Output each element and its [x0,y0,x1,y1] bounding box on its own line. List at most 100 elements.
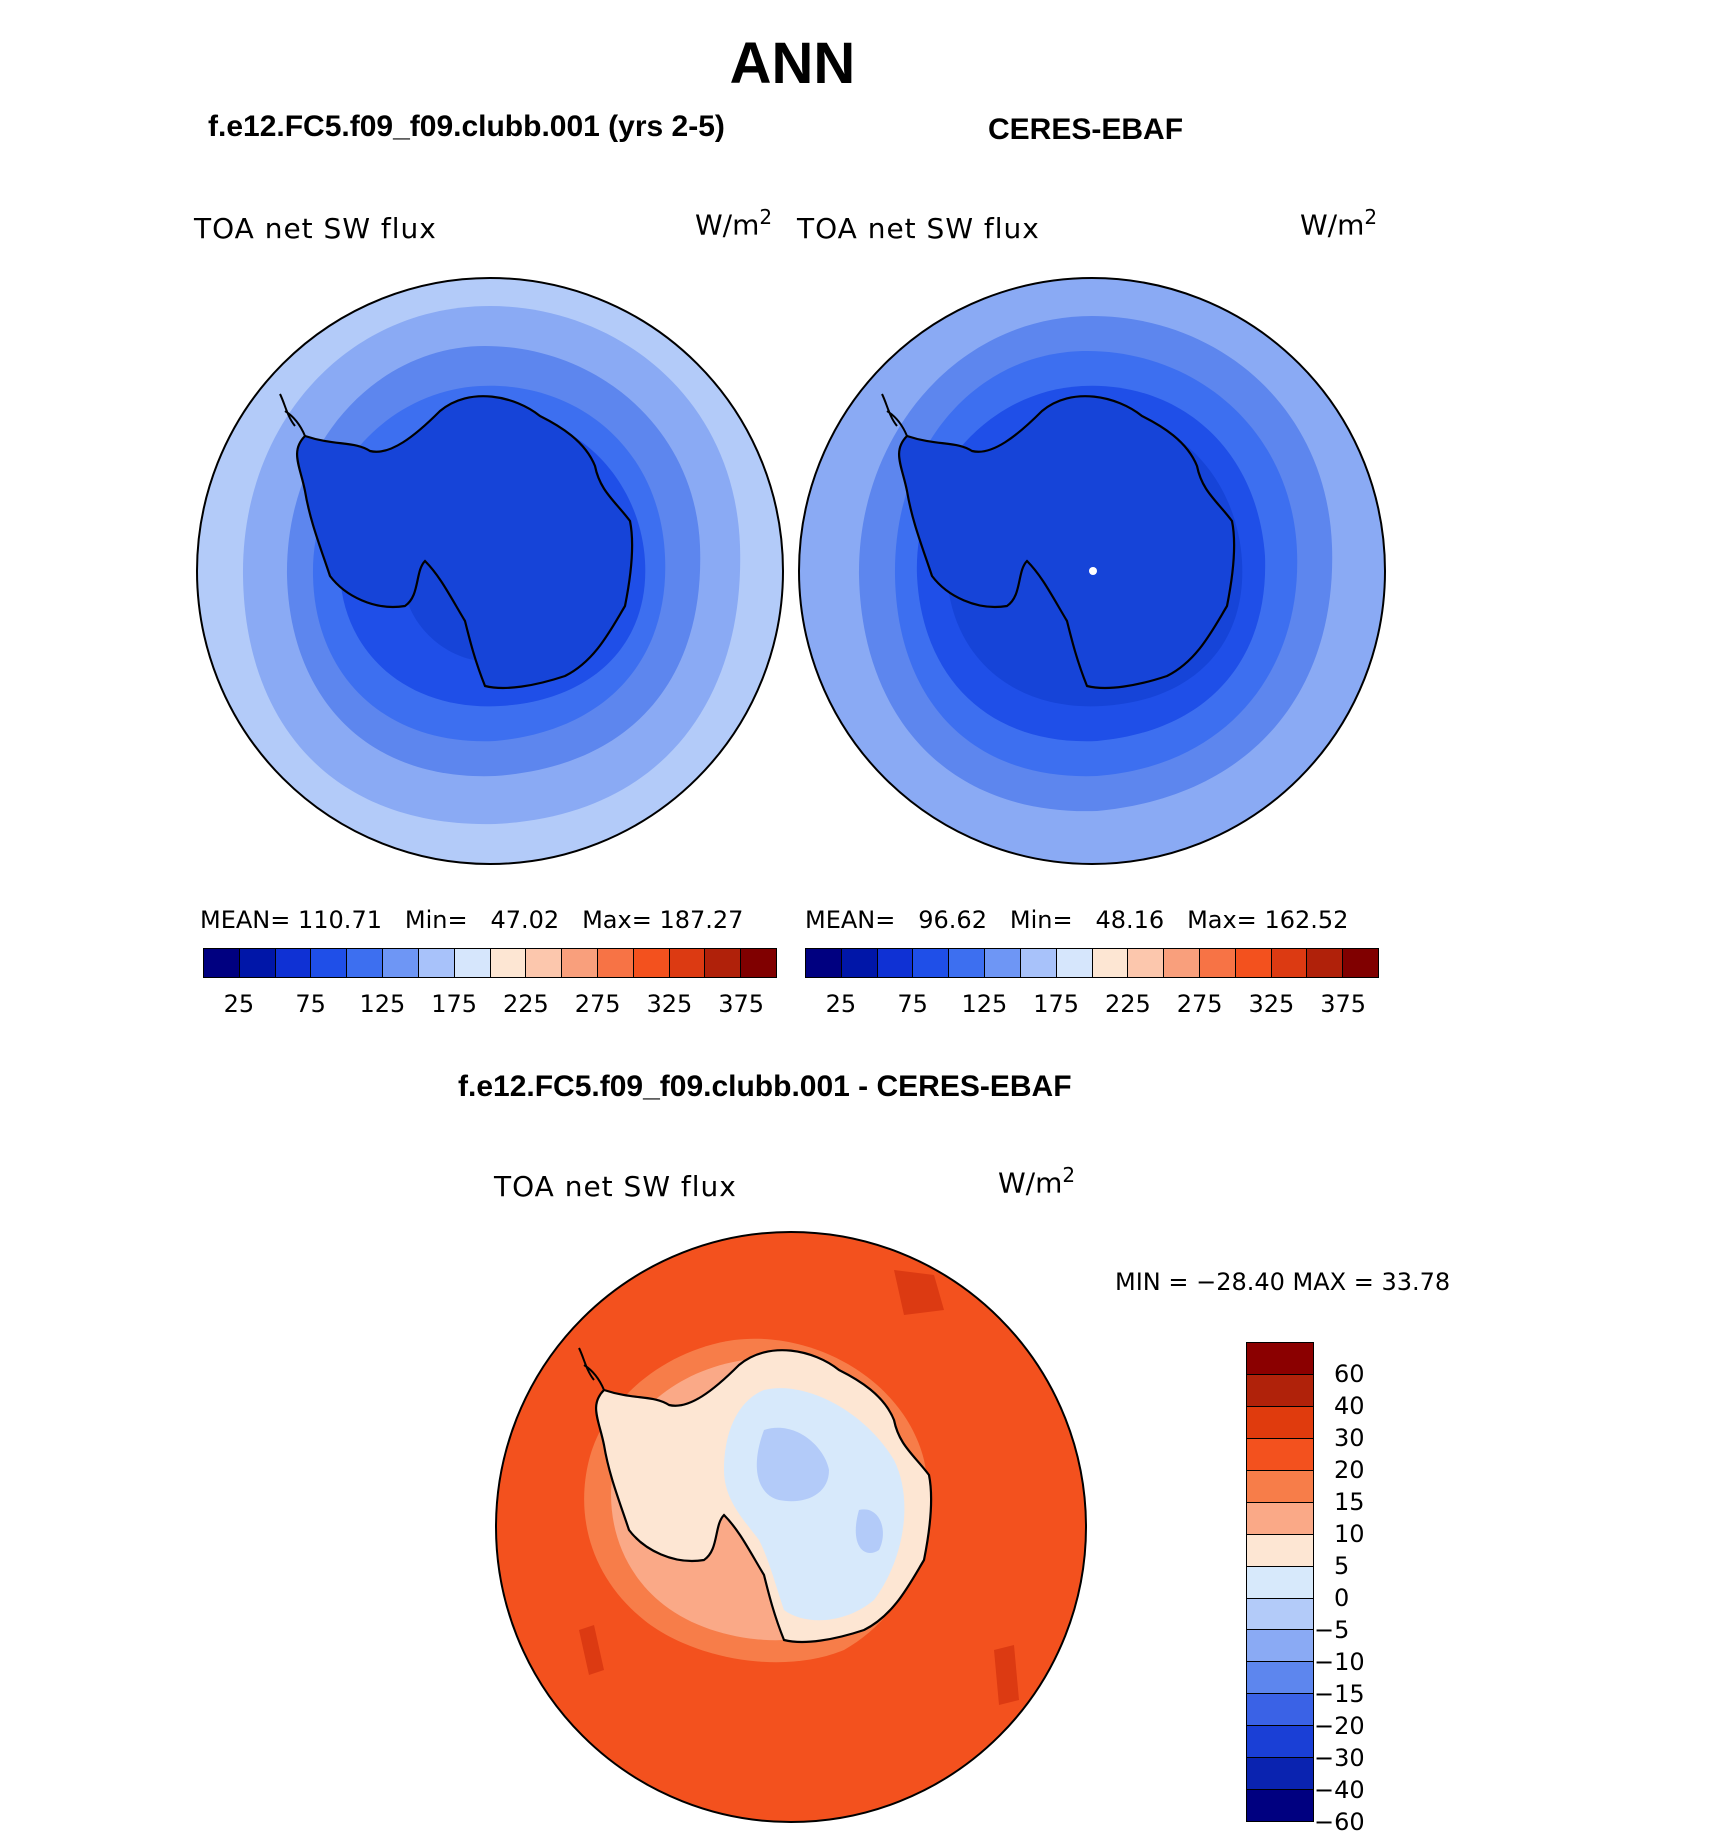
colorbar-swatch [1247,1566,1313,1599]
colorbar-swatch [1092,949,1129,977]
colorbar-tick-label: 225 [1104,990,1151,1018]
main-title: ANN [729,31,856,96]
colorbar-tick-label: −15 [1314,1680,1365,1708]
colorbar-tick-label: −30 [1314,1744,1365,1772]
model-variable-label: TOA net SW flux [194,212,437,245]
colorbar-swatch [1128,949,1165,977]
colorbar-tick-label: −20 [1314,1712,1365,1740]
colorbar-swatch [806,949,842,977]
colorbar-tick-label: 175 [431,990,478,1018]
colorbar-swatch [490,949,527,977]
colorbar-tick-label: 25 [825,990,857,1018]
colorbar-swatch [1247,1790,1313,1822]
diff-panel-header: f.e12.FC5.f09_f09.clubb.001 - CERES-EBAF [458,1070,1072,1103]
obs-colorbar-ticks: 25 75 125 175 225 275 325 375 [805,990,1379,1020]
colorbar-swatch [1247,1630,1313,1663]
colorbar-tick-label: 225 [502,990,549,1018]
obs-variable-label: TOA net SW flux [797,212,1040,245]
colorbar-swatch [1247,1534,1313,1567]
colorbar-tick-label: 20 [1334,1456,1365,1484]
colorbar-swatch [1164,949,1200,977]
colorbar-tick-label: 325 [1248,990,1295,1018]
colorbar-tick-label: 125 [359,990,406,1018]
colorbar-swatch [275,949,312,977]
colorbar-swatch [204,949,240,977]
colorbar-tick-label: −60 [1314,1808,1365,1836]
colorbar-tick-label: 0 [1334,1584,1350,1612]
colorbar-swatch [1247,1758,1313,1791]
colorbar-swatch [1247,1374,1313,1407]
colorbar-tick-label: 60 [1334,1360,1365,1388]
colorbar-swatch [454,949,491,977]
colorbar-swatch [1247,1438,1313,1471]
colorbar-swatch [526,949,563,977]
colorbar-swatch [1307,949,1344,977]
diff-variable-label: TOA net SW flux [494,1170,737,1203]
colorbar-swatch [1271,949,1308,977]
model-stats: MEAN= 110.71 Min= 47.02 Max= 187.27 [200,906,744,934]
obs-colorbar [805,948,1379,978]
colorbar-swatch [1247,1502,1313,1535]
model-polar-map [196,277,784,865]
colorbar-tick-label: 325 [646,990,693,1018]
colorbar-tick-label: 40 [1334,1392,1365,1420]
colorbar-swatch [311,949,348,977]
colorbar-swatch [1247,1726,1313,1759]
colorbar-tick-label: 175 [1033,990,1080,1018]
model-units: W/m2 [695,205,773,242]
model-panel-header: f.e12.FC5.f09_f09.clubb.001 (yrs 2-5) [208,110,725,143]
colorbar-swatch [1247,1598,1313,1631]
colorbar-tick-label: −40 [1314,1776,1365,1804]
colorbar-tick-label: 375 [1320,990,1367,1018]
colorbar-swatch [913,949,950,977]
diff-units: W/m2 [998,1163,1076,1200]
colorbar-swatch [985,949,1021,977]
colorbar-tick-label: 10 [1334,1520,1365,1548]
colorbar-tick-label: 275 [574,990,621,1018]
diff-colorbar [1246,1342,1314,1822]
colorbar-swatch [669,949,706,977]
colorbar-swatch [239,949,276,977]
colorbar-tick-label: 5 [1334,1552,1350,1580]
obs-stats: MEAN= 96.62 Min= 48.16 Max= 162.52 [805,906,1349,934]
colorbar-swatch [383,949,419,977]
obs-polar-map [798,277,1386,865]
colorbar-swatch [1247,1694,1313,1727]
colorbar-swatch [597,949,634,977]
colorbar-swatch [347,949,384,977]
colorbar-tick-label: 30 [1334,1424,1365,1452]
model-colorbar-ticks: 25 75 125 175 225 275 325 375 [203,990,777,1020]
colorbar-swatch [949,949,986,977]
diff-minmax: MIN = −28.40 MAX = 33.78 [1115,1268,1451,1296]
colorbar-swatch [418,949,455,977]
colorbar-swatch [1247,1343,1313,1375]
colorbar-swatch [741,949,776,977]
diff-colorbar-ticks: 60 40 30 20 15 10 5 0 −5 −10 −15 −20 −30 −40 −60 [1314,1342,1402,1836]
colorbar-swatch [1199,949,1236,977]
colorbar-swatch [1235,949,1272,977]
colorbar-tick-label: 125 [961,990,1008,1018]
colorbar-tick-label: 75 [897,990,928,1018]
colorbar-tick-label: 75 [295,990,326,1018]
colorbar-swatch [1020,949,1057,977]
obs-units: W/m2 [1300,205,1378,242]
colorbar-swatch [1247,1406,1313,1439]
colorbar-tick-label: −5 [1314,1616,1350,1644]
colorbar-swatch [633,949,670,977]
colorbar-swatch [705,949,742,977]
colorbar-swatch [877,949,914,977]
model-colorbar [203,948,777,978]
colorbar-tick-label: 15 [1334,1487,1365,1516]
colorbar-swatch [841,949,878,977]
colorbar-tick-label: 275 [1176,990,1223,1018]
colorbar-tick-label: 375 [718,990,765,1018]
colorbar-tick-label: 25 [223,990,255,1018]
colorbar-swatch [1343,949,1378,977]
obs-panel-header: CERES-EBAF [988,113,1184,146]
colorbar-swatch [1247,1662,1313,1695]
colorbar-swatch [562,949,598,977]
colorbar-swatch [1247,1470,1313,1503]
diff-polar-map [495,1231,1087,1823]
colorbar-swatch [1056,949,1093,977]
colorbar-tick-label: −10 [1314,1647,1365,1676]
